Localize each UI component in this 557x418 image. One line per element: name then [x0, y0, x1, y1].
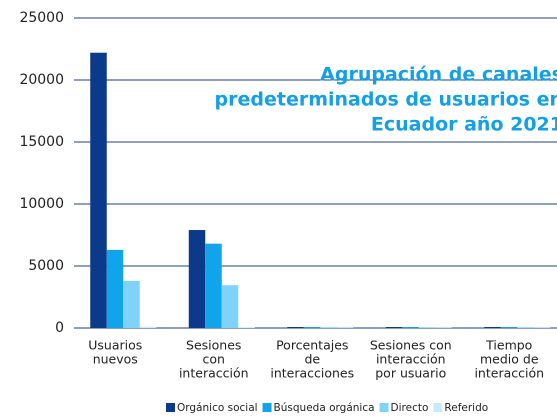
x-tick-label: por usuario [375, 366, 446, 381]
bar [106, 249, 124, 328]
legend-label: Búsqueda orgánica [274, 402, 375, 414]
x-tick-label: medio de [480, 352, 539, 367]
bar [123, 280, 140, 328]
bar [287, 327, 304, 328]
y-tick-label: 20000 [19, 72, 64, 88]
bar [238, 327, 255, 328]
legend-swatch [166, 403, 175, 412]
y-tick-label: 0 [55, 320, 64, 336]
chart-title: Agrupación de canales [320, 64, 557, 86]
x-tick-label: con [203, 352, 225, 367]
bar [320, 327, 337, 328]
y-tick-label: 15000 [19, 134, 64, 150]
y-tick-label: 10000 [19, 196, 64, 212]
x-tick-label: Tiempo [485, 338, 532, 353]
x-tick-label: nuevos [93, 352, 138, 367]
bar [402, 327, 419, 328]
legend-label: Orgánico social [177, 402, 258, 414]
bar [221, 285, 239, 328]
bar [188, 230, 206, 328]
bar [385, 327, 403, 328]
bar [205, 243, 222, 328]
x-tick-label: de [304, 352, 320, 367]
legend-label: Directo [391, 402, 429, 414]
x-tick-label: interacción [474, 366, 544, 381]
bar [139, 326, 157, 328]
bar [517, 327, 534, 328]
bar [90, 52, 107, 328]
x-tick-label: Sesiones con [370, 338, 452, 353]
legend-swatch [262, 403, 272, 412]
x-tick-label: Sesiones [186, 338, 241, 353]
bar [303, 327, 321, 328]
chart-title: Ecuador año 2021 [371, 114, 557, 136]
y-tick-label: 25000 [19, 10, 64, 26]
y-tick-label: 5000 [28, 258, 64, 274]
legend-swatch [379, 403, 389, 412]
x-tick-label: interacciones [270, 366, 354, 381]
bar [418, 327, 436, 328]
x-tick-label: Usuarios [88, 338, 142, 353]
x-tick-label: interacción [179, 366, 249, 381]
legend-swatch [433, 403, 443, 412]
legend-label: Referido [444, 402, 488, 414]
bar [500, 327, 518, 328]
chart-title: predeterminados de usuarios en [215, 89, 557, 111]
x-tick-label: Porcentajes [276, 338, 348, 353]
x-tick-label: interacción [376, 352, 446, 367]
bar [484, 327, 501, 328]
